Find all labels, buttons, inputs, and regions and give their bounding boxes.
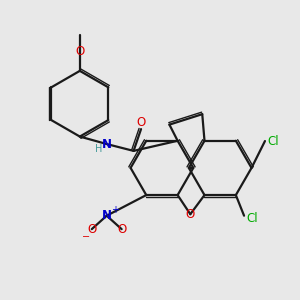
Text: +: +	[111, 205, 119, 215]
Text: O: O	[136, 116, 146, 129]
Text: N: N	[102, 137, 112, 151]
Text: Cl: Cl	[246, 212, 258, 225]
Text: O: O	[117, 223, 126, 236]
Text: O: O	[75, 45, 85, 58]
Text: −: −	[82, 232, 91, 242]
Text: Cl: Cl	[267, 134, 279, 148]
Text: N: N	[102, 209, 112, 222]
Text: O: O	[87, 223, 96, 236]
Text: O: O	[186, 208, 195, 221]
Text: H: H	[95, 144, 102, 154]
